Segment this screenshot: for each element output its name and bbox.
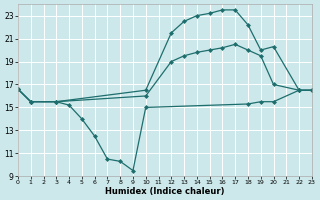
X-axis label: Humidex (Indice chaleur): Humidex (Indice chaleur) bbox=[105, 187, 225, 196]
